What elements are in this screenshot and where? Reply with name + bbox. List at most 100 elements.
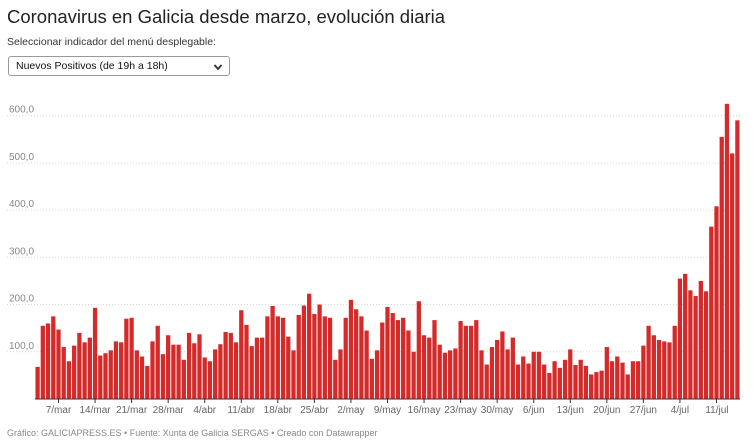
footer-credit: Gráfico: GALICIAPRESS.ES • Fuente: Xunta… xyxy=(7,428,378,438)
bar xyxy=(98,355,103,399)
bar xyxy=(526,363,531,399)
bar xyxy=(374,350,380,399)
x-tick-label: 30/may xyxy=(481,405,514,416)
bar xyxy=(239,310,244,399)
bar xyxy=(286,336,291,399)
bar xyxy=(636,361,641,399)
y-tick-label: 200,0 xyxy=(9,294,34,305)
bar xyxy=(677,278,683,399)
x-tick-label: 4/jul xyxy=(671,405,689,416)
bar xyxy=(45,323,51,399)
bar xyxy=(134,350,139,399)
bar xyxy=(683,273,688,399)
bar xyxy=(333,359,338,399)
bar xyxy=(620,362,625,399)
x-tick-label: 9/may xyxy=(374,405,401,416)
bar xyxy=(531,351,536,399)
bar xyxy=(160,354,166,399)
bar xyxy=(56,329,61,399)
x-tick-label: 14/mar xyxy=(79,405,111,416)
bar xyxy=(427,337,432,399)
bar xyxy=(380,322,385,399)
bar xyxy=(92,307,98,399)
bar xyxy=(578,359,583,399)
bar xyxy=(521,356,526,399)
bar xyxy=(390,313,395,399)
bar xyxy=(437,344,442,399)
x-tick-label: 13/jun xyxy=(557,405,584,416)
bar xyxy=(129,317,134,399)
bar xyxy=(181,359,186,399)
dropdown-instruction: Seleccionar indicador del menú desplegab… xyxy=(7,36,216,48)
bar xyxy=(547,373,552,399)
bar xyxy=(646,325,651,399)
axes xyxy=(35,398,740,403)
bar xyxy=(515,364,521,399)
bar xyxy=(667,342,672,399)
bar xyxy=(573,364,578,399)
x-tick-label: 2/may xyxy=(337,405,364,416)
bar xyxy=(51,316,56,399)
bar xyxy=(103,353,108,399)
bar xyxy=(66,361,72,399)
bar xyxy=(714,206,719,399)
bar xyxy=(735,120,740,399)
bar xyxy=(693,296,698,399)
bar xyxy=(468,325,474,399)
x-tick-label: 23/may xyxy=(444,405,477,416)
x-tick-label: 7/mar xyxy=(46,405,72,416)
bar xyxy=(249,346,254,399)
bar xyxy=(609,361,615,399)
page-title: Coronavirus en Galicia desde marzo, evol… xyxy=(7,6,446,27)
x-tick-label: 11/abr xyxy=(227,405,255,416)
bar xyxy=(589,374,594,399)
bar xyxy=(479,350,484,399)
x-tick-label: 18/abr xyxy=(264,405,293,416)
indicator-dropdown[interactable]: Nuevos Positivos (de 19h a 18h) xyxy=(8,56,230,76)
bar xyxy=(254,337,260,399)
bar xyxy=(155,325,160,399)
bar xyxy=(207,361,213,399)
bar xyxy=(186,332,192,399)
y-tick-label: 500,0 xyxy=(9,152,34,163)
bar xyxy=(296,314,301,399)
bar xyxy=(599,370,604,399)
chevron-down-icon[interactable] xyxy=(213,62,223,72)
bar xyxy=(505,349,510,399)
bar xyxy=(228,332,233,399)
bar xyxy=(61,347,66,399)
bar xyxy=(233,342,239,399)
x-tick-label: 16/may xyxy=(408,405,441,416)
y-tick-label: 300,0 xyxy=(9,246,34,257)
bar xyxy=(604,347,609,399)
x-tick-label: 27/jun xyxy=(630,405,657,416)
bar xyxy=(536,351,542,399)
bar xyxy=(500,331,505,399)
dropdown-selected-value: Nuevos Positivos (de 19h a 18h) xyxy=(16,60,168,72)
bar xyxy=(202,357,207,399)
bar xyxy=(77,332,82,399)
bar xyxy=(703,291,709,399)
y-tick-label: 100,0 xyxy=(9,341,34,352)
bar xyxy=(458,321,463,399)
bar xyxy=(651,335,656,399)
bar xyxy=(192,343,197,399)
bar xyxy=(317,304,322,399)
bar xyxy=(510,337,515,399)
bar xyxy=(416,301,421,399)
bar xyxy=(280,317,286,399)
x-tick-label: 20/jun xyxy=(593,405,620,416)
bar xyxy=(557,367,562,399)
bar xyxy=(213,349,218,399)
bar xyxy=(552,361,557,399)
bar xyxy=(359,316,364,399)
bar xyxy=(625,374,630,399)
bar xyxy=(338,349,343,399)
y-tick-label: 600,0 xyxy=(9,105,34,116)
bar xyxy=(291,350,296,399)
x-tick-label: 4/abr xyxy=(193,405,216,416)
bar xyxy=(672,325,677,399)
bar xyxy=(108,350,113,399)
bar xyxy=(662,341,667,399)
bar xyxy=(489,347,495,399)
